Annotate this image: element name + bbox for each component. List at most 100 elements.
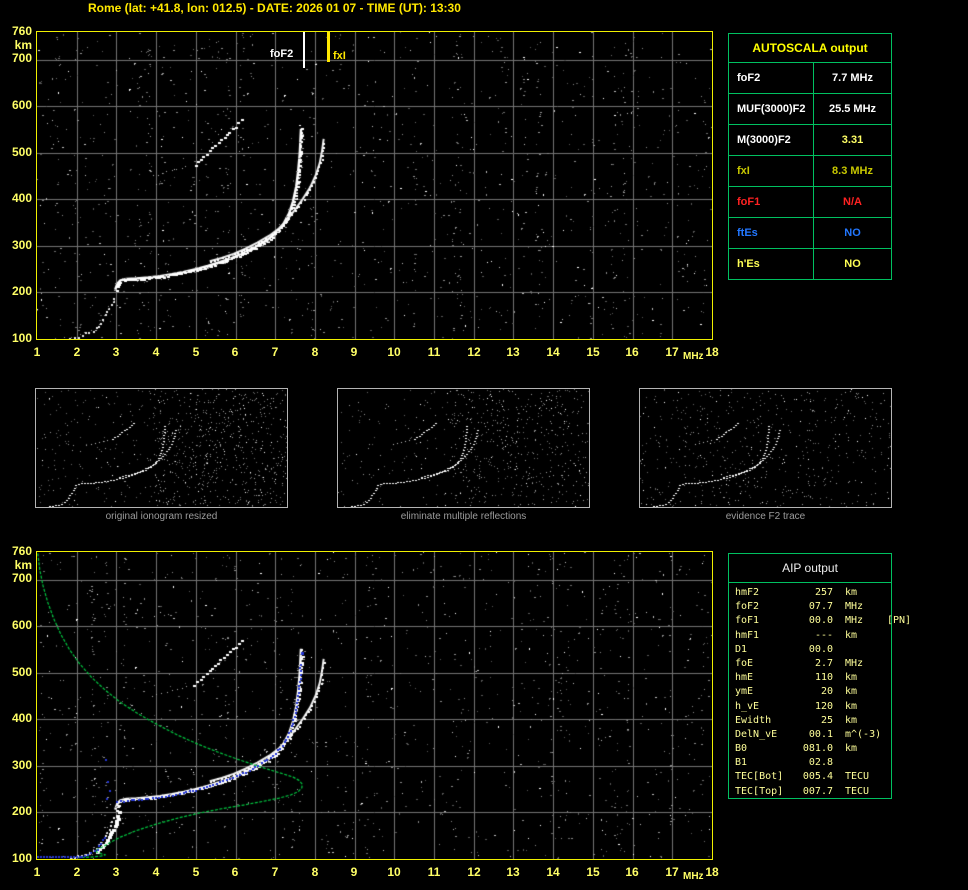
x-axis-tick: 8: [311, 345, 319, 359]
aip-cell-v: 005.4: [802, 771, 833, 783]
x-axis-tick: 2: [73, 345, 81, 359]
aip-cell-n: [879, 714, 891, 728]
aip-rows: hmF2 257 km foF2 07.7 MHz foF1 00.0 MHz [PN] hmF1 -…: [729, 583, 911, 799]
x-axis-tick: 7: [271, 865, 279, 879]
aip-cell-v: 20: [820, 686, 833, 698]
autoscala-row-fxi: fxI 8.3 MHz: [729, 156, 891, 187]
x-axis-tick: 17: [665, 345, 679, 359]
aip-cell-v: 25: [820, 714, 833, 726]
aip-cell-n: [879, 728, 891, 742]
x-axis-tick: 15: [586, 865, 600, 879]
x-axis-tick: 16: [625, 865, 639, 879]
x-axis-tick: 3: [112, 345, 120, 359]
row-label: fxI: [729, 156, 814, 186]
row-label: foF2: [729, 63, 814, 93]
aip-cell-l: foF2: [735, 601, 760, 613]
autoscala-row-m-3000-f2: M(3000)F2 3.31: [729, 125, 891, 156]
aip-cell-u: km: [845, 714, 858, 726]
aip-row-hmf1: hmF1 --- km: [735, 629, 891, 643]
aip-cell-n: [879, 657, 891, 671]
aip-cell-l: ymE: [735, 686, 754, 698]
aip-row-tec-bot-: TEC[Bot] 005.4 TECU: [735, 770, 891, 784]
x-axis-tick: 10: [387, 865, 401, 879]
y-axis-tick: 400: [11, 191, 32, 205]
aip-row-tec-top-: TEC[Top] 007.7 TECU: [735, 785, 891, 799]
x-axis-tick: 11: [427, 865, 441, 879]
aip-cell-l: foF1: [735, 615, 760, 627]
aip-cell-l: hmE: [735, 672, 754, 684]
thumbnail-original: [35, 388, 288, 508]
aip-cell-v: 110: [814, 672, 833, 684]
thumbnail-caption-original: original ionogram resized: [105, 511, 218, 522]
x-axis-tick: 13: [506, 345, 520, 359]
x-axis-tick: 4: [152, 345, 160, 359]
autoscala-row-fof1: foF1 N/A: [729, 187, 891, 218]
top-ionogram-panel: [36, 31, 713, 340]
bottom-ionogram-panel: [36, 551, 713, 860]
aip-cell-l: B1: [735, 757, 748, 769]
y-axis-tick: 500: [11, 145, 32, 159]
aip-cell-n: [879, 671, 891, 685]
aip-cell-n: [879, 756, 891, 770]
aip-cell-l: hmF2: [735, 587, 760, 598]
thumbnail-canvas-original: [36, 389, 287, 507]
x-axis-tick: 14: [546, 865, 560, 879]
y-axis-tick: 600: [11, 98, 32, 112]
autoscala-table: AUTOSCALA output foF2 7.7 MHz MUF(3000)F2 2…: [728, 33, 892, 280]
x-axis-tick: 8: [311, 865, 319, 879]
x-axis-tick: 6: [231, 865, 239, 879]
aip-cell-l: TEC[Bot]: [735, 771, 784, 783]
row-value: 8.3 MHz: [832, 165, 873, 177]
x-axis-tick: 13: [506, 865, 520, 879]
row-value: 7.7 MHz: [832, 72, 873, 84]
y-axis-tick: 100: [11, 851, 32, 865]
y-axis-tick: 300: [11, 758, 32, 772]
aip-cell-u: km: [845, 743, 858, 755]
aip-row-hme: hmE 110 km: [735, 671, 891, 685]
x-axis-tick: 4: [152, 865, 160, 879]
aip-row-d1: D1 00.0: [735, 643, 891, 657]
aip-cell-n: [879, 643, 891, 657]
y-axis-tick: 760: [11, 24, 32, 38]
aip-cell-v: 081.0: [802, 743, 833, 755]
y-axis-tick: 700: [11, 571, 32, 585]
km-unit-label-top: km: [14, 38, 32, 52]
aip-cell-n: [879, 685, 891, 699]
y-axis-tick: 100: [11, 331, 32, 345]
aip-cell-u: MHz: [845, 615, 864, 627]
aip-cell-v: 07.7: [808, 601, 833, 613]
aip-cell-u: km: [845, 629, 858, 641]
aip-cell-n: [PN]: [887, 615, 912, 627]
aip-cell-u: m^(-3): [845, 728, 882, 740]
aip-cell-n: [879, 785, 891, 799]
y-axis-tick: 200: [11, 804, 32, 818]
aip-cell-l: h_vE: [735, 700, 760, 712]
aip-cell-l: Ewidth: [735, 714, 772, 726]
x-axis-tick: 3: [112, 865, 120, 879]
y-axis-tick: 400: [11, 711, 32, 725]
aip-cell-n: [879, 742, 891, 756]
thumbnail-canvas-eliminate: [338, 389, 589, 507]
y-axis-tick: 760: [11, 544, 32, 558]
aip-cell-l: hmF1: [735, 629, 760, 641]
aip-cell-u: [833, 756, 879, 770]
thumbnail-caption-evidence: evidence F2 trace: [725, 511, 806, 522]
aip-row-foe: foE 2.7 MHz: [735, 657, 891, 671]
aip-cell-n: [879, 700, 891, 714]
x-axis-tick: 17: [665, 865, 679, 879]
aip-cell-v: 2.7: [814, 657, 833, 669]
aip-cell-v: ---: [814, 629, 833, 641]
fxi-marker-label: fxI: [333, 50, 346, 62]
thumbnail-canvas-evidence: [640, 389, 891, 507]
row-label: M(3000)F2: [729, 125, 814, 155]
aip-cell-v: 120: [814, 700, 833, 712]
row-value: NO: [844, 258, 861, 270]
aip-table: AIP output hmF2 257 km foF2 07.7 MHz foF1 00.0 M…: [728, 553, 911, 799]
x-axis-tick: 9: [350, 865, 358, 879]
aip-row-fof1: foF1 00.0 MHz [PN]: [735, 614, 911, 628]
aip-row-yme: ymE 20 km: [735, 685, 891, 699]
km-unit-label-bottom: km: [14, 558, 32, 572]
x-axis-tick: 11: [427, 345, 441, 359]
mhz-unit-label-top: MHz: [683, 351, 704, 362]
